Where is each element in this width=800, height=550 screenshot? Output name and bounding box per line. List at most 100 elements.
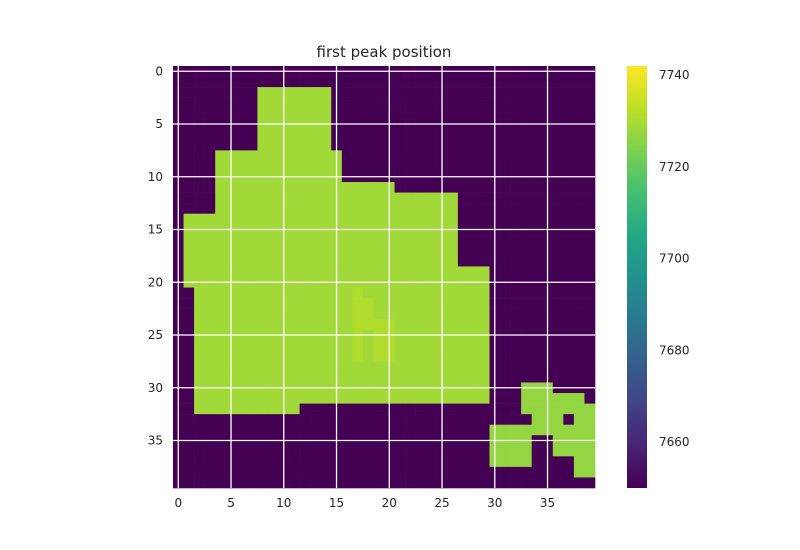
heatmap-cell [500, 266, 511, 278]
heatmap-cell [563, 150, 575, 162]
heatmap-cell [468, 456, 480, 468]
heatmap-cell [267, 298, 279, 309]
heatmap-cell [215, 287, 227, 299]
heatmap-cell [510, 340, 522, 352]
heatmap-cell [246, 87, 258, 98]
heatmap-cell [362, 87, 374, 98]
heatmap-cell [289, 97, 300, 109]
heatmap-cell [563, 319, 575, 331]
heatmap-cell [215, 350, 227, 362]
heatmap-cell [362, 298, 374, 309]
heatmap-cell [510, 76, 522, 88]
heatmap-cell [478, 319, 490, 331]
heatmap-cell [510, 266, 522, 278]
heatmap-cell [563, 245, 575, 257]
heatmap-cell [457, 255, 469, 267]
heatmap-cell [415, 466, 427, 478]
heatmap-cell [341, 371, 353, 383]
heatmap-cell [341, 213, 353, 225]
heatmap-cell [215, 445, 227, 457]
heatmap-cell [183, 234, 195, 246]
heatmap-cell [362, 287, 374, 299]
heatmap-cell [362, 139, 374, 151]
heatmap-cell [289, 340, 300, 352]
heatmap-cell [584, 108, 596, 120]
heatmap-cell [405, 340, 416, 352]
heatmap-cell [289, 182, 300, 193]
heatmap-cell [394, 108, 406, 120]
heatmap-cell [289, 139, 300, 151]
heatmap-cell [426, 160, 438, 172]
heatmap-cell [584, 403, 596, 415]
heatmap-cell [257, 108, 269, 120]
heatmap-cell [183, 213, 195, 225]
heatmap-cell [552, 393, 564, 404]
heatmap-cell [267, 245, 279, 257]
heatmap-cell [584, 192, 596, 204]
heatmap-cell [183, 139, 195, 151]
heatmap-cell [510, 129, 522, 141]
heatmap-cell [405, 477, 416, 489]
heatmap-cell [405, 298, 416, 309]
y-tick-label: 30 [148, 381, 163, 395]
heatmap-cell [573, 414, 585, 425]
heatmap-cell [320, 203, 332, 214]
heatmap-cell [373, 76, 385, 88]
heatmap-cell [341, 76, 353, 88]
heatmap-cell [531, 298, 543, 309]
heatmap-cell [510, 255, 522, 267]
heatmap-cell [341, 308, 353, 320]
heatmap-cell [394, 350, 406, 362]
heatmap-cell [457, 445, 469, 457]
heatmap-cell [267, 182, 279, 193]
heatmap-cell [510, 361, 522, 373]
heatmap-cell [573, 477, 585, 489]
heatmap-cell [573, 139, 585, 151]
heatmap-cell [521, 403, 532, 415]
heatmap-cell [447, 87, 459, 98]
heatmap-cell [552, 466, 564, 478]
heatmap-cell [426, 466, 438, 478]
heatmap-cell [373, 97, 385, 109]
heatmap-cell [236, 371, 248, 383]
heatmap-cell [573, 308, 585, 320]
colorbar-tick-label: 7700 [659, 252, 690, 266]
heatmap-cell [394, 192, 406, 204]
heatmap-cell [510, 182, 522, 193]
heatmap-cell [584, 361, 596, 373]
heatmap-cell [289, 308, 300, 320]
heatmap-cell [457, 213, 469, 225]
heatmap-cell [447, 245, 459, 257]
heatmap-cell [405, 255, 416, 267]
heatmap-cell [289, 213, 300, 225]
heatmap-cell [246, 203, 258, 214]
y-tick-label: 35 [148, 434, 163, 448]
heatmap-cell [415, 424, 427, 436]
heatmap-cell [521, 340, 532, 352]
heatmap-cell [215, 108, 227, 120]
heatmap-cell [394, 203, 406, 214]
heatmap-cell [447, 192, 459, 204]
heatmap-cell [246, 466, 258, 478]
heatmap-cell [573, 150, 585, 162]
heatmap-cell [373, 319, 385, 331]
heatmap-cell [405, 350, 416, 362]
heatmap-cell [246, 76, 258, 88]
heatmap-cell [310, 108, 321, 120]
heatmap-cell [215, 403, 227, 415]
heatmap-cell [267, 203, 279, 214]
heatmap-cell [257, 414, 269, 425]
heatmap-cell [373, 234, 385, 246]
heatmap-cell [352, 350, 364, 362]
heatmap-cell [478, 477, 490, 489]
heatmap-cell [299, 203, 311, 214]
heatmap-cell [373, 340, 385, 352]
heatmap-cell [299, 340, 311, 352]
heatmap-cell [531, 445, 543, 457]
heatmap-cell [415, 298, 427, 309]
heatmap-cell [246, 255, 258, 267]
heatmap-cell [341, 245, 353, 257]
heatmap-cell [394, 97, 406, 109]
heatmap-cell [362, 445, 374, 457]
heatmap-cell [373, 298, 385, 309]
